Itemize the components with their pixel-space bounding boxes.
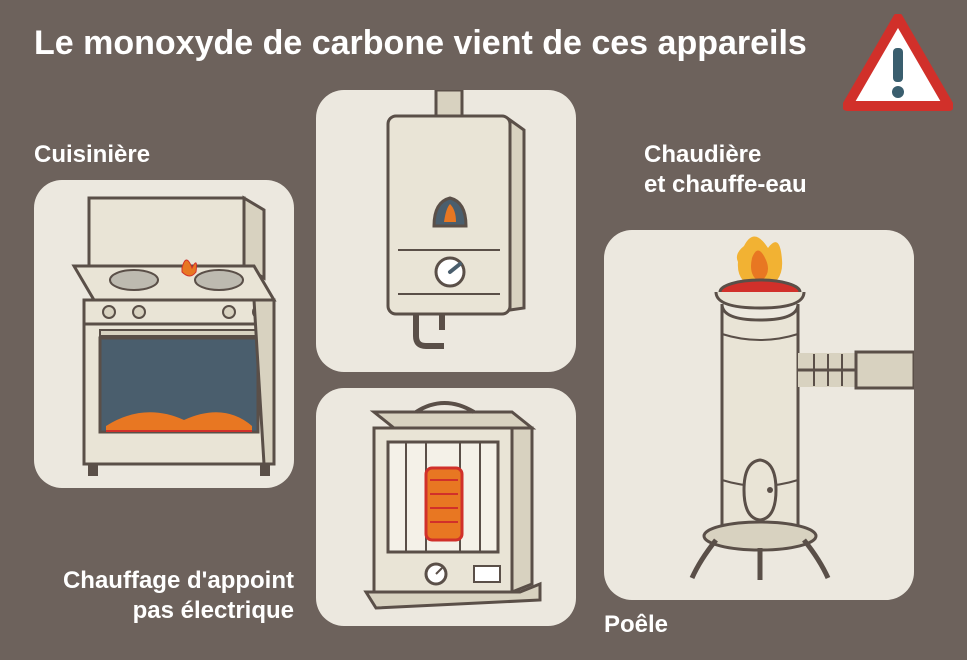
card-woodstove xyxy=(604,230,914,600)
illustration-boiler xyxy=(316,90,576,372)
label-woodstove: Poêle xyxy=(604,610,668,640)
warning-icon xyxy=(843,14,953,114)
card-stove xyxy=(34,180,294,488)
card-boiler xyxy=(316,90,576,372)
card-heater xyxy=(316,388,576,626)
label-heater: Chauffage d'appointpas électrique xyxy=(34,566,294,626)
illustration-heater xyxy=(316,388,576,626)
illustration-woodstove xyxy=(604,230,914,600)
label-stove: Cuisinière xyxy=(34,140,150,170)
illustration-stove xyxy=(34,180,294,488)
label-boiler: Chaudièreet chauffe-eau xyxy=(644,140,807,200)
page-title: Le monoxyde de carbone vient de ces appa… xyxy=(34,24,807,63)
